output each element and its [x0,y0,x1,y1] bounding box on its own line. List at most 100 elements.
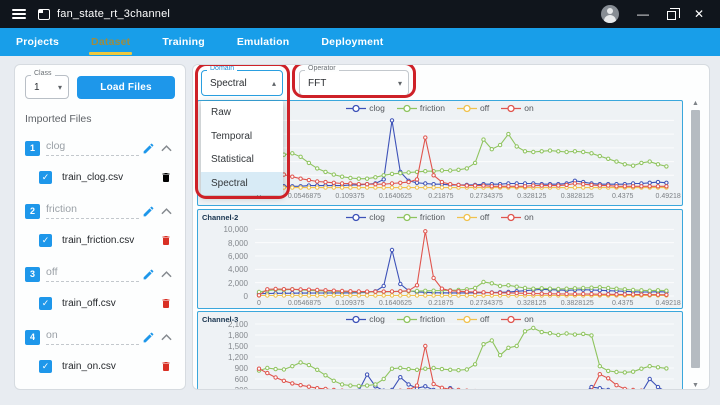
x-axis-tick-label: 0.4375 [611,300,634,307]
class-select[interactable]: Class 1 ▾ [25,70,69,99]
legend-item-friction[interactable]: friction [396,103,445,113]
y-axis-tick-label: 2,000 [227,278,248,288]
legend-item-clog[interactable]: clog [346,103,385,113]
legend-marker-icon [501,213,522,221]
edit-pencil-icon[interactable] [139,205,157,218]
file-group-off: 3 off ✓ train_off.csv [25,264,175,314]
project-window-icon [38,8,50,20]
legend-label: off [479,314,490,324]
edit-pencil-icon[interactable] [139,268,157,281]
chart-plot-area [255,228,674,298]
legend-label: off [479,212,490,222]
class-number-badge: 4 [25,329,40,345]
legend-item-clog[interactable]: clog [346,314,385,324]
collapse-chevron-icon[interactable] [157,270,175,278]
legend-item-on[interactable]: on [501,314,534,324]
close-button[interactable]: ✕ [693,7,704,21]
x-axis-tick-label: 0.109375 [335,300,365,307]
load-files-button[interactable]: Load Files [77,75,175,99]
legend-item-on[interactable]: on [501,212,534,222]
file-checkbox[interactable]: ✓ [39,296,52,310]
collapse-chevron-icon[interactable] [157,144,175,152]
y-axis-tick-label: 8,000 [227,238,248,248]
scroll-down-icon[interactable]: ▼ [692,382,699,389]
restore-button[interactable] [666,7,680,20]
legend-marker-icon [346,315,367,323]
chart-plot-area [255,118,674,190]
legend-label: clog [369,314,385,324]
edit-pencil-icon[interactable] [139,331,157,344]
chevron-up-icon: ▴ [271,78,276,88]
group-name-input[interactable]: clog [46,140,139,156]
titlebar: fan_state_rt_3channel — ✕ [0,0,720,28]
vertical-scrollbar[interactable]: ▲ ▼ [690,100,701,389]
delete-trash-icon[interactable] [157,360,175,373]
legend-marker-icon [456,213,477,221]
file-name: train_off.csv [62,297,116,309]
class-number-badge: 1 [25,140,40,156]
tab-dataset[interactable]: Dataset [75,28,146,56]
file-checkbox[interactable]: ✓ [39,233,52,247]
tab-emulation[interactable]: Emulation [236,36,290,48]
group-name-input[interactable]: friction [46,203,139,219]
chart-plot-area [255,323,674,389]
scrollbar-thumb[interactable] [691,110,700,368]
legend-item-friction[interactable]: friction [396,314,445,324]
x-axis-tick-label: 0.328125 [517,300,547,307]
y-axis-tick-label: 1,200 [227,353,248,362]
chart-channel-2: Channel-2 clog friction off on 10,000 8,000 6… [197,209,683,309]
x-axis-tick-label: 0.0546875 [287,193,321,200]
menu-option-spectral[interactable]: Spectral [201,171,283,195]
legend-item-off[interactable]: off [456,314,490,324]
file-group-friction: 2 friction ✓ train_friction.csv [25,201,175,251]
user-avatar[interactable] [600,5,619,23]
tab-training[interactable]: Training [162,36,205,48]
legend-item-friction[interactable]: friction [396,212,445,222]
scroll-up-icon[interactable]: ▲ [692,100,699,107]
group-name-input[interactable]: on [46,329,139,345]
collapse-chevron-icon[interactable] [157,333,175,341]
legend-marker-icon [456,315,477,323]
legend-label: off [479,103,490,113]
legend-item-clog[interactable]: clog [346,212,385,222]
tab-deployment[interactable]: Deployment [321,36,384,48]
file-row: ✓ train_friction.csv [39,229,175,251]
legend-item-off[interactable]: off [456,212,490,222]
y-axis-tick-label: 900 [234,364,248,373]
hamburger-menu-icon[interactable] [12,9,26,19]
legend-marker-icon [346,104,367,112]
operator-select[interactable]: Operator FFT ▾ [299,65,409,96]
delete-trash-icon[interactable] [157,297,175,310]
legend-item-on[interactable]: on [501,103,534,113]
collapse-chevron-icon[interactable] [157,207,175,215]
minimize-button[interactable]: — [636,7,649,21]
legend-marker-icon [396,104,417,112]
group-name-input[interactable]: off [46,266,139,282]
x-axis-tick-label: 0.0546875 [287,300,321,307]
x-axis-tick-label: 0.3828125 [560,193,594,200]
legend-label: clog [369,212,385,222]
edit-pencil-icon[interactable] [139,142,157,155]
menu-option-temporal[interactable]: Temporal [211,130,253,142]
menu-option-raw[interactable]: Raw [211,107,232,119]
y-axis-tick-label: 0 [243,292,248,301]
tab-projects[interactable]: Projects [16,36,60,48]
class-number-badge: 3 [25,266,40,282]
domain-select-value: Spectral [210,77,247,89]
delete-trash-icon[interactable] [157,234,175,247]
legend-item-off[interactable]: off [456,103,490,113]
main-panel: Domain Spectral ▴ Operator FFT ▾ Raw Tem… [192,64,710,390]
domain-select[interactable]: Domain Spectral ▴ [201,65,283,96]
file-group-on: 4 on ✓ train_on.csv [25,327,175,377]
file-name: train_friction.csv [62,234,135,246]
x-axis-tick-label: 0.328125 [517,193,547,200]
x-axis-tick-label: 0.2734375 [469,193,503,200]
file-checkbox[interactable]: ✓ [39,170,52,184]
legend-label: on [524,314,534,324]
y-axis-tick-label: 1,500 [227,342,248,351]
domain-select-label: Domain [207,65,238,72]
file-checkbox[interactable]: ✓ [39,359,52,373]
menu-option-statistical[interactable]: Statistical [211,154,254,166]
file-name: train_on.csv [62,360,116,372]
delete-trash-icon[interactable] [157,171,175,184]
